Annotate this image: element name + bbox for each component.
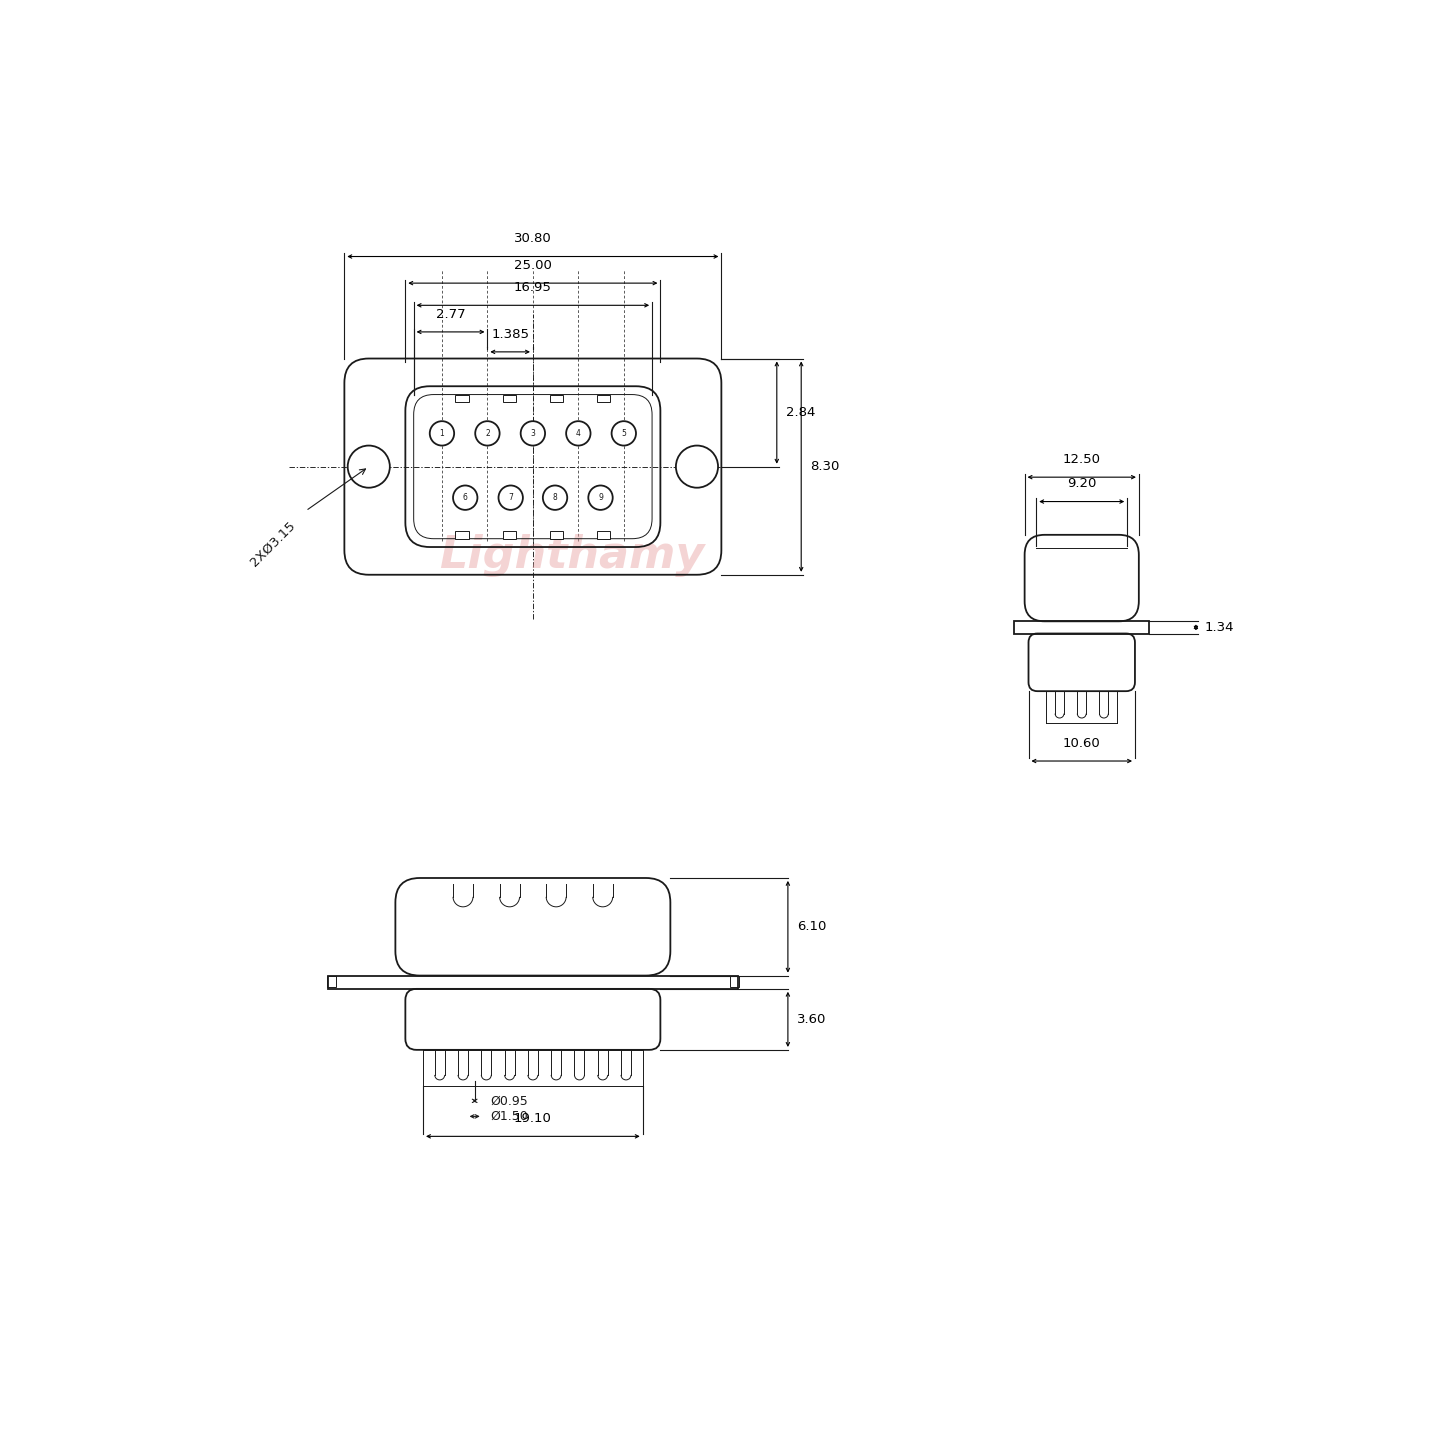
Polygon shape (455, 395, 468, 402)
Text: Lighthamy: Lighthamy (439, 534, 704, 577)
Text: 16.95: 16.95 (514, 281, 552, 294)
Polygon shape (503, 395, 517, 402)
Text: 3.60: 3.60 (796, 1012, 827, 1025)
Text: 10.60: 10.60 (1063, 737, 1100, 750)
Polygon shape (550, 531, 563, 539)
Text: 6: 6 (462, 492, 468, 503)
Circle shape (429, 420, 454, 445)
Text: 9: 9 (598, 492, 603, 503)
Text: 6.10: 6.10 (796, 920, 827, 933)
Circle shape (498, 485, 523, 510)
Circle shape (347, 445, 390, 488)
Text: 1.34: 1.34 (1205, 621, 1234, 634)
Text: 7: 7 (508, 492, 513, 503)
Polygon shape (503, 531, 517, 539)
Circle shape (612, 420, 636, 445)
Circle shape (475, 420, 500, 445)
Text: 1.385: 1.385 (491, 328, 528, 341)
Polygon shape (550, 395, 563, 402)
Polygon shape (598, 395, 611, 402)
Text: 30.80: 30.80 (514, 232, 552, 245)
Text: 1: 1 (439, 429, 445, 438)
Text: 2XØ3.15: 2XØ3.15 (248, 520, 297, 569)
Text: 8.30: 8.30 (811, 461, 840, 474)
Text: 2.84: 2.84 (786, 406, 815, 419)
Text: 25.00: 25.00 (514, 259, 552, 272)
Bar (327, 975, 336, 986)
Circle shape (675, 445, 719, 488)
Text: Ø1.50: Ø1.50 (490, 1110, 528, 1123)
Circle shape (454, 485, 478, 510)
Bar (730, 975, 739, 986)
Circle shape (566, 420, 590, 445)
Text: 12.50: 12.50 (1063, 454, 1100, 467)
Text: 8: 8 (553, 492, 557, 503)
Circle shape (589, 485, 612, 510)
Text: 2: 2 (485, 429, 490, 438)
Circle shape (521, 420, 546, 445)
Polygon shape (598, 531, 611, 539)
Text: 2.77: 2.77 (436, 308, 465, 321)
Text: 3: 3 (530, 429, 536, 438)
Text: 4: 4 (576, 429, 580, 438)
Text: 19.10: 19.10 (514, 1112, 552, 1125)
Text: 5: 5 (621, 429, 626, 438)
Text: Ø0.95: Ø0.95 (490, 1094, 528, 1107)
Circle shape (543, 485, 567, 510)
Polygon shape (455, 531, 468, 539)
Text: 9.20: 9.20 (1067, 478, 1096, 491)
